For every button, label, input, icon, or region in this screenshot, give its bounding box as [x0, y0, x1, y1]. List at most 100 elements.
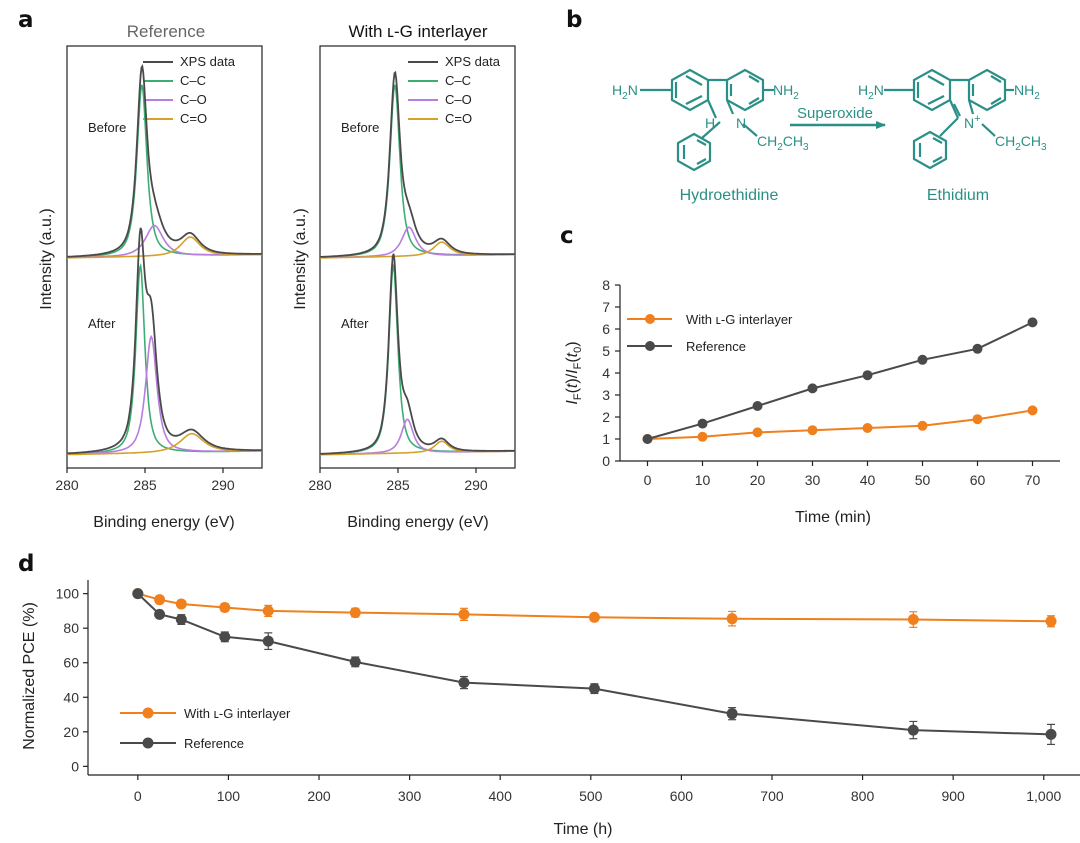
- y-tick-label: 1: [602, 431, 610, 447]
- hydroethidine-right-ring: [725, 68, 765, 112]
- legend-label: C=O: [180, 111, 207, 126]
- hydroethidine-name: Hydroethidine: [680, 187, 779, 204]
- panel-label-a: a: [18, 7, 34, 33]
- legend-marker: [142, 737, 154, 749]
- data-point: [862, 370, 873, 381]
- x-tick-label: 290: [211, 477, 235, 493]
- data-point: [726, 613, 738, 625]
- x-tick-label: 70: [1025, 472, 1041, 488]
- x-tick-label: 290: [464, 477, 488, 493]
- x-tick-label: 10: [695, 472, 711, 488]
- xps-component-c-c: [66, 262, 262, 455]
- data-point: [132, 588, 144, 600]
- y-tick-label: 7: [602, 299, 610, 315]
- legend-label: C–C: [180, 73, 206, 88]
- x-tick-label: 285: [386, 477, 410, 493]
- scheme-labels: H2N NH2 H N CH2CH3 Hydroethidine Superox…: [612, 82, 1047, 204]
- ylabel-part: 0: [572, 347, 584, 353]
- xps-component-c=o: [67, 432, 262, 456]
- data-point: [219, 631, 231, 643]
- data-point: [917, 354, 928, 365]
- data-point: [262, 605, 274, 617]
- data-point: [972, 343, 983, 354]
- ylabel-part: )/: [564, 373, 581, 383]
- data-point: [1027, 405, 1038, 416]
- ylabel-part: (: [564, 387, 581, 393]
- data-point: [175, 614, 187, 626]
- data-point: [807, 383, 818, 394]
- y-tick-label: 20: [63, 724, 79, 740]
- xps-interlayer-ylabel: Intensity (a.u.): [292, 208, 309, 309]
- subpanel-label: Before: [341, 120, 379, 135]
- xps-data-curve: [319, 70, 515, 258]
- panel-label-d: d: [18, 551, 34, 577]
- ylabel-part: (: [564, 357, 581, 363]
- hydroethidine-amine-left: H2N: [612, 82, 638, 102]
- reagent-superoxide: Superoxide: [797, 105, 873, 122]
- legend-marker: [142, 707, 154, 719]
- hydroethidine-left-ring: [670, 68, 710, 112]
- data-point: [154, 608, 166, 620]
- x-tick-label: 280: [55, 477, 79, 493]
- x-tick-label: 0: [134, 788, 142, 804]
- ethidium-amine-left: H2N: [858, 82, 884, 102]
- xps-component-c-o: [67, 334, 262, 456]
- legend-marker: [645, 314, 655, 324]
- subpanel-label: After: [341, 316, 369, 331]
- data-point: [1045, 728, 1057, 740]
- y-tick-label: 3: [602, 387, 610, 403]
- legend-label: With ʟ-G interlayer: [686, 312, 793, 327]
- ylabel-part: t: [564, 383, 581, 388]
- reaction-scheme: [640, 68, 1014, 172]
- data-point: [972, 414, 983, 425]
- data-point: [862, 423, 873, 433]
- data-point: [917, 420, 928, 431]
- data-point: [219, 601, 231, 613]
- x-tick-label: 600: [670, 788, 694, 804]
- chart-d-ylabel: Normalized PCE (%): [21, 602, 38, 750]
- chart-c-ylabel: IF(t)/IF(t0): [564, 341, 584, 404]
- legend-label: C–O: [180, 92, 207, 107]
- data-point: [697, 418, 708, 429]
- x-tick-label: 300: [398, 788, 422, 804]
- data-point: [697, 431, 708, 442]
- ethidium-name: Ethidium: [927, 187, 989, 204]
- ylabel-part: F: [572, 362, 584, 369]
- xps-data-curve: [66, 64, 262, 258]
- data-point: [588, 683, 600, 695]
- xps-reference-xlabel: Binding energy (eV): [93, 514, 234, 531]
- xps-component-c-c: [319, 262, 515, 455]
- x-tick-label: 280: [308, 477, 332, 493]
- chart-d-stability: Normalized PCE (%) Time (h) 0 20 40 60 80 100…: [21, 580, 1080, 838]
- data-point: [752, 401, 763, 411]
- legend-label: XPS data: [445, 54, 501, 69]
- y-tick-label: 40: [63, 689, 79, 705]
- y-tick-label: 100: [56, 586, 80, 602]
- ethidium-right-ring: [967, 68, 1007, 112]
- xps-reference-ylabel: Intensity (a.u.): [38, 208, 55, 309]
- legend-label: C–O: [445, 92, 472, 107]
- data-point: [175, 598, 187, 610]
- xps-interlayer-xlabel: Binding energy (eV): [347, 514, 488, 531]
- x-tick-label: 200: [307, 788, 331, 804]
- xps-data-curve: [66, 227, 262, 455]
- y-tick-label: 2: [602, 409, 610, 425]
- y-tick-label: 0: [602, 453, 610, 469]
- ethidium-n-atom: N+: [964, 113, 981, 131]
- legend-label: XPS data: [180, 54, 236, 69]
- hydroethidine-phenyl-ring: [676, 132, 712, 172]
- legend-label: With ʟ-G interlayer: [184, 706, 291, 721]
- y-tick-label: 8: [602, 277, 610, 293]
- xps-reference-panel: Reference Intensity (a.u.) Binding energ…: [38, 22, 263, 531]
- hydroethidine-amine-right: NH2: [773, 82, 799, 102]
- ethidium-amine-right: NH2: [1014, 82, 1040, 102]
- legend-label: C–C: [445, 73, 471, 88]
- legend-label: Reference: [686, 339, 746, 354]
- chart-c-xlabel: Time (min): [795, 509, 871, 526]
- x-tick-label: 60: [970, 472, 986, 488]
- ylabel-part: I: [564, 400, 581, 405]
- subpanel-label: After: [88, 316, 116, 331]
- x-tick-label: 0: [644, 472, 652, 488]
- data-point: [458, 608, 470, 620]
- x-tick-label: 100: [217, 788, 241, 804]
